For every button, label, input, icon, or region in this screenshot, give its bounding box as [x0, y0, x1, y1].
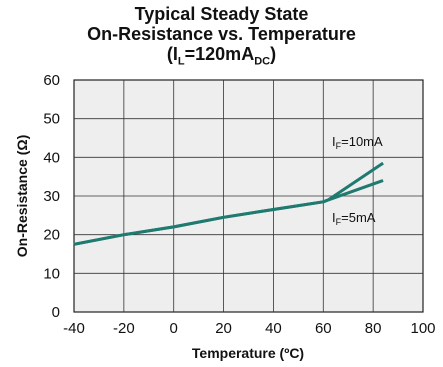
y-tick-labels: 0 10 20 30 40 50 60: [43, 72, 60, 321]
x-tick-label: 0: [170, 320, 178, 337]
series-line-if-5ma: [73, 179, 384, 246]
title-line-3-sub-dc: DC: [254, 55, 271, 68]
series-label-5ma-sub: F: [336, 217, 342, 227]
title-line-1: Typical Steady State: [134, 4, 309, 24]
title-line-3-sub-l: L: [177, 55, 185, 68]
series-label-10ma-prefix: I: [332, 134, 336, 149]
x-tick-label: 100: [410, 320, 435, 337]
series-label-5ma-prefix: I: [332, 210, 336, 225]
title-line-3-suffix: ): [270, 44, 277, 64]
x-tick-label: 80: [365, 320, 382, 337]
series-label-if-5ma: IF=5mA: [332, 210, 376, 227]
title-line-3: (IL=120mADC): [0, 44, 443, 72]
y-tick-label: 0: [52, 304, 60, 321]
x-axis-label: Temperature (ºC): [192, 345, 304, 361]
series-layer: [73, 161, 384, 246]
grid-lines: [74, 80, 423, 312]
x-tick-label: 40: [265, 320, 282, 337]
title-line-2: On-Resistance vs. Temperature: [87, 24, 356, 44]
y-tick-label: 30: [43, 188, 60, 205]
y-tick-label: 20: [43, 227, 60, 244]
x-tick-label: 20: [215, 320, 232, 337]
y-tick-label: 50: [43, 111, 60, 128]
series-label-if-10ma: IF=10mA: [332, 134, 383, 151]
series-label-10ma-sub: F: [336, 141, 342, 151]
y-tick-label: 40: [43, 149, 60, 166]
series-label-5ma-suffix: =5mA: [341, 210, 376, 225]
title-line-3-mid: =120mA: [184, 44, 255, 64]
x-tick-label: -20: [113, 320, 135, 337]
series-label-10ma-suffix: =10mA: [341, 134, 383, 149]
chart-title: Typical Steady State On-Resistance vs. T…: [0, 4, 443, 72]
y-tick-label: 10: [43, 265, 60, 282]
x-tick-labels: -40 -20 0 20 40 60 80 100: [63, 320, 435, 337]
x-tick-label: 60: [315, 320, 332, 337]
y-tick-label: 60: [43, 72, 60, 89]
title-line-3-prefix: (I: [166, 44, 178, 64]
y-axis-label: On-Resistance (Ω): [14, 135, 30, 257]
x-tick-label: -40: [63, 320, 85, 337]
